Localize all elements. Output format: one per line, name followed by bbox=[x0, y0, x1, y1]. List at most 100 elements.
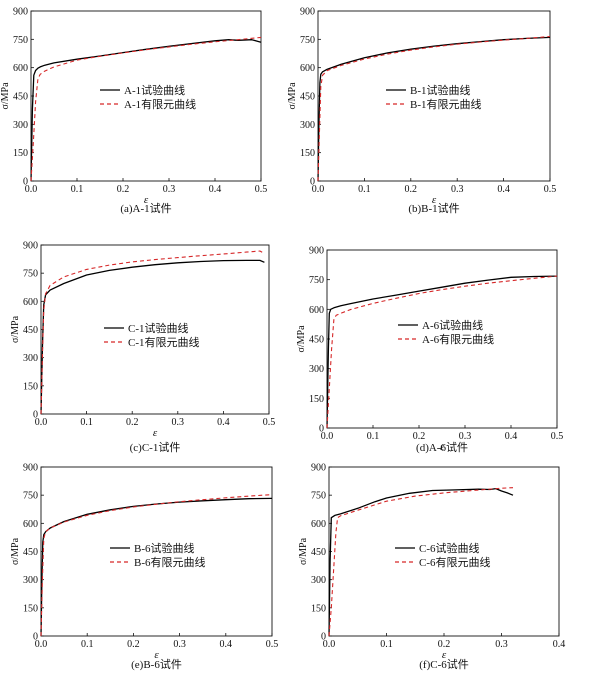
panel-2-ytick-label: 750 bbox=[300, 35, 315, 46]
panel-1-ytick-label: 750 bbox=[13, 35, 28, 46]
panel-5-caption: (e)B-6试件 bbox=[131, 658, 182, 671]
panel-1-xtick-label: 0.5 bbox=[255, 184, 268, 195]
panel-1-xtick-label: 0.3 bbox=[163, 184, 176, 195]
panel-2-legend-label-test: B-1试验曲线 bbox=[410, 83, 471, 97]
panel-5-legend-label-test: B-6试验曲线 bbox=[134, 541, 195, 555]
panel-1-xtick-label: 0.1 bbox=[71, 184, 84, 195]
panel-2-ytick-label: 900 bbox=[300, 7, 315, 18]
panel-4-ytick-label: 0 bbox=[319, 424, 324, 435]
panel-4-x-axis-label: ε bbox=[440, 441, 445, 453]
panel-3-ytick-label: 450 bbox=[23, 325, 38, 336]
panel-5-ytick-label: 0 bbox=[33, 632, 38, 643]
panel-4-series-fem-line bbox=[326, 275, 558, 429]
panel-2-series-fem-line bbox=[317, 35, 551, 182]
panel-2-xtick-label: 0.5 bbox=[544, 184, 557, 195]
panel-4-xtick-label: 0.1 bbox=[367, 431, 380, 442]
panel-4-legend-label-fem: A-6有限元曲线 bbox=[422, 332, 494, 346]
panel-1-legend-label-fem: A-1有限元曲线 bbox=[124, 97, 196, 111]
panel-1-legend-label-test: A-1试验曲线 bbox=[124, 83, 185, 97]
panel-2-xtick-label: 0.0 bbox=[312, 184, 325, 195]
panel-6-ytick-label: 300 bbox=[311, 575, 326, 586]
panel-6-ytick-label: 600 bbox=[311, 519, 326, 530]
panel-3-xtick-label: 0.1 bbox=[80, 417, 93, 428]
panel-4-y-axis-label: σ/MPa bbox=[296, 325, 307, 353]
panel-5-ytick-label: 300 bbox=[23, 575, 38, 586]
panel-3-ytick-label: 300 bbox=[23, 353, 38, 364]
panel-3-legend-label-test: C-1试验曲线 bbox=[128, 321, 189, 335]
panel-1-x-axis-label: ε bbox=[144, 194, 149, 206]
panel-3-ytick-label: 0 bbox=[33, 410, 38, 421]
panel-6-ytick-label: 900 bbox=[311, 463, 326, 474]
panel-3-xtick-label: 0.5 bbox=[263, 417, 276, 428]
panel-5-xtick-label: 0.0 bbox=[35, 639, 48, 650]
panel-2-xtick-label: 0.4 bbox=[497, 184, 510, 195]
panel-2-xtick-label: 0.1 bbox=[358, 184, 371, 195]
panel-6-ytick-label: 0 bbox=[321, 632, 326, 643]
panel-3-xtick-label: 0.3 bbox=[172, 417, 185, 428]
panel-3-ytick-label: 750 bbox=[23, 269, 38, 280]
panel-3-legend-label-fem: C-1有限元曲线 bbox=[128, 335, 200, 349]
panel-4-ytick-label: 900 bbox=[309, 246, 324, 257]
panel-4-xtick-label: 0.5 bbox=[551, 431, 564, 442]
panel-4-xtick-label: 0.0 bbox=[321, 431, 334, 442]
panel-4-xtick-label: 0.3 bbox=[459, 431, 472, 442]
panel-3-xtick-label: 0.4 bbox=[217, 417, 230, 428]
panel-1-caption: (a)A-1试件 bbox=[120, 202, 171, 215]
panel-6-legend-label-fem: C-6有限元曲线 bbox=[419, 555, 491, 569]
panel-5-x-axis-label: ε bbox=[154, 649, 159, 661]
panel-5-xtick-label: 0.5 bbox=[266, 639, 279, 650]
panel-6-y-axis-label: σ/MPa bbox=[298, 537, 309, 565]
panel-1-xtick-label: 0.4 bbox=[209, 184, 222, 195]
panel-5-xtick-label: 0.2 bbox=[127, 639, 140, 650]
panel-2-xtick-label: 0.3 bbox=[451, 184, 464, 195]
panel-4-xtick-label: 0.2 bbox=[413, 431, 426, 442]
panel-5-ytick-label: 150 bbox=[23, 603, 38, 614]
panel-6-xtick-label: 0.3 bbox=[495, 639, 508, 650]
panel-2-y-axis-label: σ/MPa bbox=[287, 82, 298, 110]
panel-3-xtick-label: 0.0 bbox=[35, 417, 48, 428]
panel-6-xtick-label: 0.0 bbox=[323, 639, 336, 650]
panel-1-ytick-label: 600 bbox=[13, 63, 28, 74]
panel-6-xtick-label: 0.4 bbox=[553, 639, 566, 650]
panel-4-ytick-label: 150 bbox=[309, 394, 324, 405]
panel-2-x-axis-label: ε bbox=[432, 194, 437, 206]
panel-1-ytick-label: 900 bbox=[13, 7, 28, 18]
panel-3-y-axis-label: σ/MPa bbox=[10, 315, 21, 343]
panel-5-xtick-label: 0.4 bbox=[220, 639, 233, 650]
panel-2-xtick-label: 0.2 bbox=[405, 184, 418, 195]
panel-1-ytick-label: 450 bbox=[13, 92, 28, 103]
panel-1-ytick-label: 300 bbox=[13, 120, 28, 131]
panel-1-xtick-label: 0.0 bbox=[25, 184, 38, 195]
panel-6-series-fem-line bbox=[328, 487, 514, 637]
panel-2-legend-label-fem: B-1有限元曲线 bbox=[410, 97, 482, 111]
panel-3-ytick-label: 150 bbox=[23, 381, 38, 392]
panel-5-series-test-line bbox=[40, 497, 273, 637]
panel-6-x-axis-label: ε bbox=[442, 649, 447, 661]
panel-4-legend-label-test: A-6试验曲线 bbox=[422, 318, 483, 332]
panel-2-ytick-label: 600 bbox=[300, 63, 315, 74]
panel-5-xtick-label: 0.3 bbox=[173, 639, 186, 650]
panel-4-ytick-label: 450 bbox=[309, 335, 324, 346]
panel-3-xtick-label: 0.2 bbox=[126, 417, 139, 428]
panel-4-xtick-label: 0.4 bbox=[505, 431, 518, 442]
panel-6-series-test-line bbox=[328, 487, 514, 637]
panel-2-ytick-label: 300 bbox=[300, 120, 315, 131]
panel-5-series-fem-line bbox=[40, 494, 273, 637]
panel-1-ytick-label: 150 bbox=[13, 148, 28, 159]
panel-1-series-fem-line bbox=[30, 36, 262, 182]
panel-2-ytick-label: 0 bbox=[310, 177, 315, 188]
panel-3-series-fem-line bbox=[40, 250, 265, 415]
panel-1-y-axis-label: σ/MPa bbox=[0, 82, 11, 110]
panel-1-ytick-label: 0 bbox=[23, 177, 28, 188]
panel-5-ytick-label: 450 bbox=[23, 547, 38, 558]
panel-4-ytick-label: 300 bbox=[309, 364, 324, 375]
panel-6-xtick-label: 0.1 bbox=[380, 639, 393, 650]
panel-5-ytick-label: 900 bbox=[23, 463, 38, 474]
panel-2-caption: (b)B-1试件 bbox=[408, 202, 459, 215]
panel-3-ytick-label: 600 bbox=[23, 297, 38, 308]
panel-5-legend-label-fem: B-6有限元曲线 bbox=[134, 555, 206, 569]
panel-4-ytick-label: 750 bbox=[309, 275, 324, 286]
panel-4-ytick-label: 600 bbox=[309, 305, 324, 316]
panel-5-xtick-label: 0.1 bbox=[81, 639, 94, 650]
panel-5-y-axis-label: σ/MPa bbox=[10, 537, 21, 565]
